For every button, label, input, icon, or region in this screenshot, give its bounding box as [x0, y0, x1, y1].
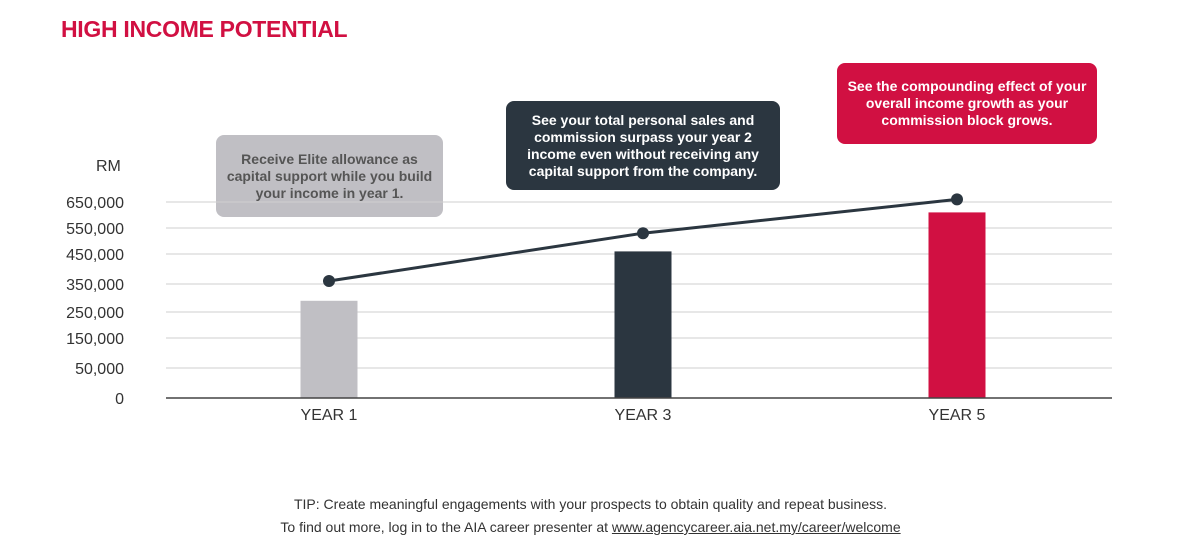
y-tick-label: 550,000	[66, 221, 124, 238]
x-tick-label: YEAR 3	[615, 407, 672, 424]
y-tick-label: 50,000	[75, 361, 124, 378]
bar-year-5	[928, 212, 986, 398]
callout-year-5: See the compounding effect of your overa…	[837, 63, 1097, 144]
career-link[interactable]: www.agencycareer.aia.net.my/career/welco…	[611, 519, 901, 535]
footer-more: To find out more, log in to the AIA care…	[0, 519, 1181, 535]
page-title: HIGH INCOME POTENTIAL	[61, 16, 348, 42]
footer-more-text: To find out more, log in to the AIA care…	[280, 519, 612, 535]
y-tick-label: 650,000	[66, 195, 124, 212]
y-tick-label: 150,000	[66, 331, 124, 348]
y-tick-label: 450,000	[66, 247, 124, 264]
footer-tip: TIP: Create meaningful engagements with …	[293, 496, 887, 512]
y-tick-label: 250,000	[66, 305, 124, 322]
callout-year-3: See your total personal sales and commis…	[506, 101, 780, 190]
y-tick-label: 350,000	[66, 277, 124, 294]
bar-year-1	[300, 300, 358, 398]
y-tick-label: 0	[115, 391, 124, 408]
x-tick-label: YEAR 5	[929, 407, 986, 424]
x-tick-label: YEAR 1	[301, 407, 358, 424]
line-point	[323, 275, 335, 287]
line-point	[637, 227, 649, 240]
line-point	[951, 193, 963, 206]
bar-year-3	[614, 251, 672, 398]
y-axis-label: RM	[96, 158, 121, 175]
callout-year-1: Receive Elite allowance as capital suppo…	[216, 135, 443, 217]
